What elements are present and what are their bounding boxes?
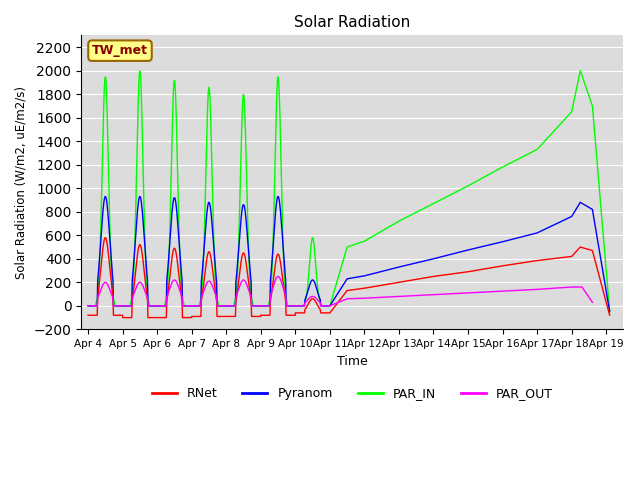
X-axis label: Time: Time [337, 355, 368, 368]
Title: Solar Radiation: Solar Radiation [294, 15, 410, 30]
Legend: RNet, Pyranom, PAR_IN, PAR_OUT: RNet, Pyranom, PAR_IN, PAR_OUT [147, 383, 558, 406]
Text: TW_met: TW_met [92, 44, 148, 57]
Y-axis label: Solar Radiation (W/m2, uE/m2/s): Solar Radiation (W/m2, uE/m2/s) [15, 86, 28, 279]
